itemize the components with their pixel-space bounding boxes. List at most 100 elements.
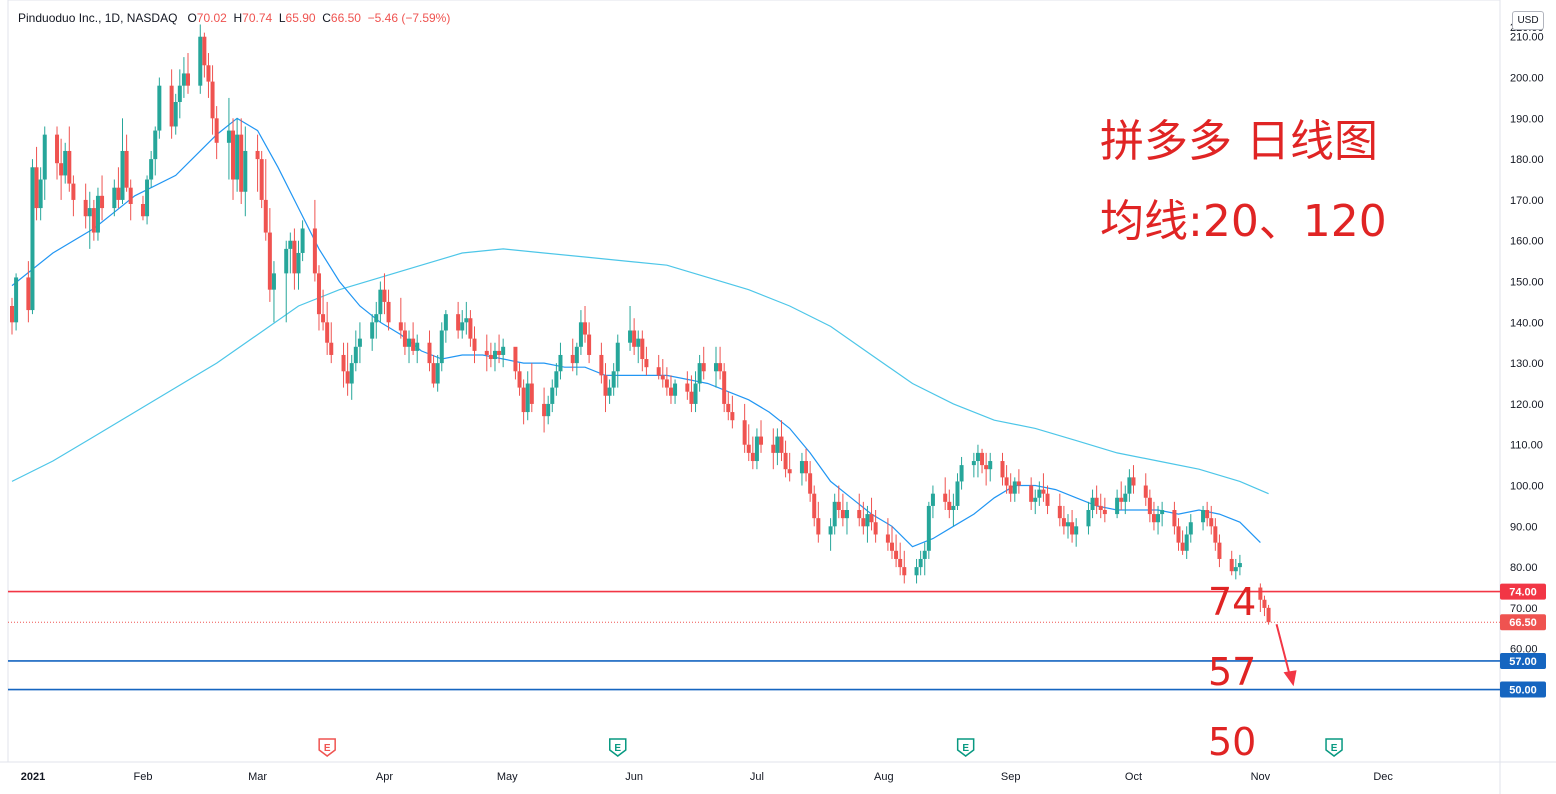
x-tick-label: Aug <box>874 771 894 783</box>
candle-body <box>1115 497 1120 515</box>
candle-body <box>431 363 436 384</box>
candle-body <box>804 461 809 474</box>
candle-body <box>1229 558 1234 572</box>
candle-body <box>955 481 960 506</box>
candle-body <box>902 567 907 576</box>
candle-body <box>828 526 833 535</box>
price-tag-74.00 <box>1500 583 1546 600</box>
candle-body <box>316 273 321 315</box>
candle-body <box>529 383 534 404</box>
candle-body <box>38 179 43 209</box>
candle-body <box>71 183 76 200</box>
candle-body <box>673 383 678 396</box>
candle-body <box>329 342 334 355</box>
candle-body <box>742 420 747 445</box>
candle-body <box>816 518 821 535</box>
candle-body <box>587 334 592 355</box>
candle-body <box>750 452 755 462</box>
candle-body <box>1065 522 1070 527</box>
y-tick-label: 180.00 <box>1510 154 1544 166</box>
earnings-marker <box>609 738 627 757</box>
y-tick-label: 90.00 <box>1510 521 1538 533</box>
earnings-marker <box>1325 738 1343 757</box>
candle-body <box>726 403 731 413</box>
candle-body <box>1004 477 1009 486</box>
open-label: O <box>187 11 197 25</box>
candle-body <box>701 363 706 372</box>
candle-body <box>312 228 317 274</box>
candle-body <box>885 534 890 543</box>
candle-body <box>840 510 845 519</box>
y-tick-label: 80.00 <box>1510 562 1538 574</box>
candle-body <box>34 167 39 209</box>
candle-body <box>349 363 354 384</box>
candle-body <box>898 558 903 568</box>
candle-body <box>574 346 579 364</box>
candle-body <box>525 383 530 413</box>
x-tick-label: Jun <box>625 771 643 783</box>
candle-body <box>521 387 526 413</box>
candle-body <box>943 493 948 502</box>
close-value: 66.50 <box>330 11 361 25</box>
candle-body <box>128 187 133 204</box>
high-label: H <box>233 11 243 25</box>
candle-body <box>67 150 72 184</box>
candle-body <box>1147 497 1152 515</box>
candle-body <box>980 452 985 466</box>
candle-body <box>1213 526 1218 543</box>
candle-body <box>693 383 698 404</box>
candle-body <box>857 510 862 519</box>
candle-body <box>284 248 289 274</box>
candle-body <box>55 134 60 164</box>
candle-body <box>181 73 186 86</box>
candle-body <box>386 301 391 323</box>
candle-body <box>149 159 154 180</box>
x-tick-label: Jul <box>750 771 764 783</box>
candle-body <box>468 318 473 339</box>
candle-body <box>660 375 665 380</box>
candle-body <box>1098 505 1103 510</box>
candle-body <box>689 391 694 404</box>
candle-body <box>1041 489 1046 494</box>
candle-body <box>1172 510 1177 527</box>
earnings-marker-label: E <box>324 743 331 754</box>
candle-body <box>873 522 878 535</box>
candle-body <box>198 36 203 86</box>
candle-body <box>783 452 788 470</box>
candle-body <box>321 314 326 323</box>
candle-body <box>374 314 379 323</box>
candle-body <box>697 363 702 384</box>
candle-body <box>488 354 493 360</box>
candle-body <box>239 134 244 192</box>
candle-body <box>472 338 477 351</box>
level-label-50: 50 <box>1208 720 1257 764</box>
candle-body <box>173 102 178 127</box>
candle-body <box>26 277 31 311</box>
earnings-marker <box>956 738 975 757</box>
candle-body <box>1127 477 1132 494</box>
candle-body <box>1180 542 1185 551</box>
candle-body <box>1037 489 1042 498</box>
currency-button[interactable]: USD <box>1512 11 1544 30</box>
candle-body <box>1160 510 1165 515</box>
candle-body <box>95 195 100 233</box>
candle-body <box>546 403 551 417</box>
symbol-label[interactable]: Pinduoduo Inc., 1D, NASDAQ <box>18 11 178 25</box>
candle-body <box>10 306 14 323</box>
x-tick-label: Sep <box>1001 771 1021 783</box>
y-tick-label: 190.00 <box>1510 113 1544 125</box>
candle-body <box>959 465 964 482</box>
candle-body <box>746 444 751 453</box>
candle-body <box>185 73 190 86</box>
candle-body <box>87 208 92 217</box>
candle-body <box>1094 497 1099 506</box>
candle-body <box>722 371 727 404</box>
y-tick-label: 120.00 <box>1510 399 1544 411</box>
candle-body <box>713 363 718 372</box>
price-tag-text: 66.50 <box>1509 617 1537 629</box>
candle-body <box>407 338 412 347</box>
candle-body <box>799 461 804 474</box>
candle-body <box>292 240 297 274</box>
y-tick-label: 160.00 <box>1510 236 1544 248</box>
candle-body <box>112 187 117 209</box>
